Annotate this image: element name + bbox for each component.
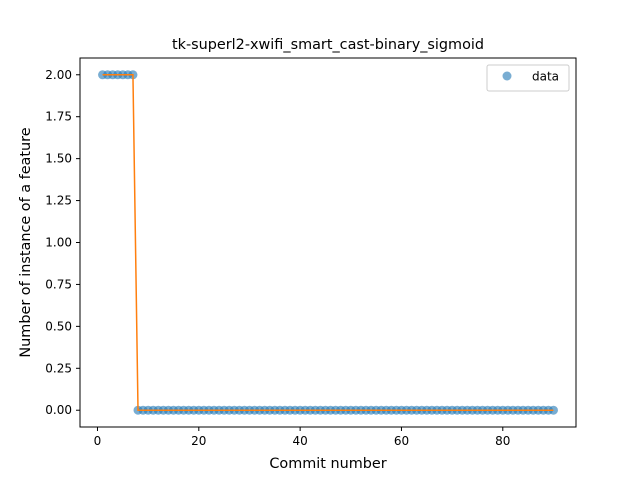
legend: data — [486, 64, 570, 92]
x-tick-label: 0 — [94, 434, 102, 448]
legend-label-data: data — [532, 70, 559, 84]
y-tick-label: 1.50 — [45, 152, 72, 166]
legend-marker-data — [502, 71, 512, 81]
y-axis-label: Number of instance of a feature — [18, 127, 34, 357]
y-tick-label: 0.75 — [45, 277, 72, 291]
y-tick-label: 0.25 — [45, 361, 72, 375]
y-tick-label: 1.00 — [45, 236, 72, 250]
legend-box — [486, 64, 570, 92]
y-tick-label: 1.25 — [45, 194, 72, 208]
x-tick-label: 60 — [394, 434, 409, 448]
y-tick-label: 0.00 — [45, 403, 72, 417]
plot-layer — [98, 70, 558, 415]
x-tick-label: 20 — [191, 434, 206, 448]
y-tick-label: 1.75 — [45, 110, 72, 124]
x-tick-label: 80 — [495, 434, 510, 448]
x-tick-label: 40 — [292, 434, 307, 448]
x-axis-label: Commit number — [269, 456, 386, 472]
chart-title: tk-superl2-xwifi_smart_cast-binary_sigmo… — [172, 37, 484, 53]
ticks-layer: 0 20 40 60 80 0.00 0.25 0.50 0.75 1.00 1.25 1.50 1.7… — [45, 68, 510, 448]
y-tick-label: 0.50 — [45, 319, 72, 333]
series-line — [102, 74, 554, 411]
y-tick-label: 2.00 — [45, 68, 72, 82]
data-point — [548, 405, 558, 415]
